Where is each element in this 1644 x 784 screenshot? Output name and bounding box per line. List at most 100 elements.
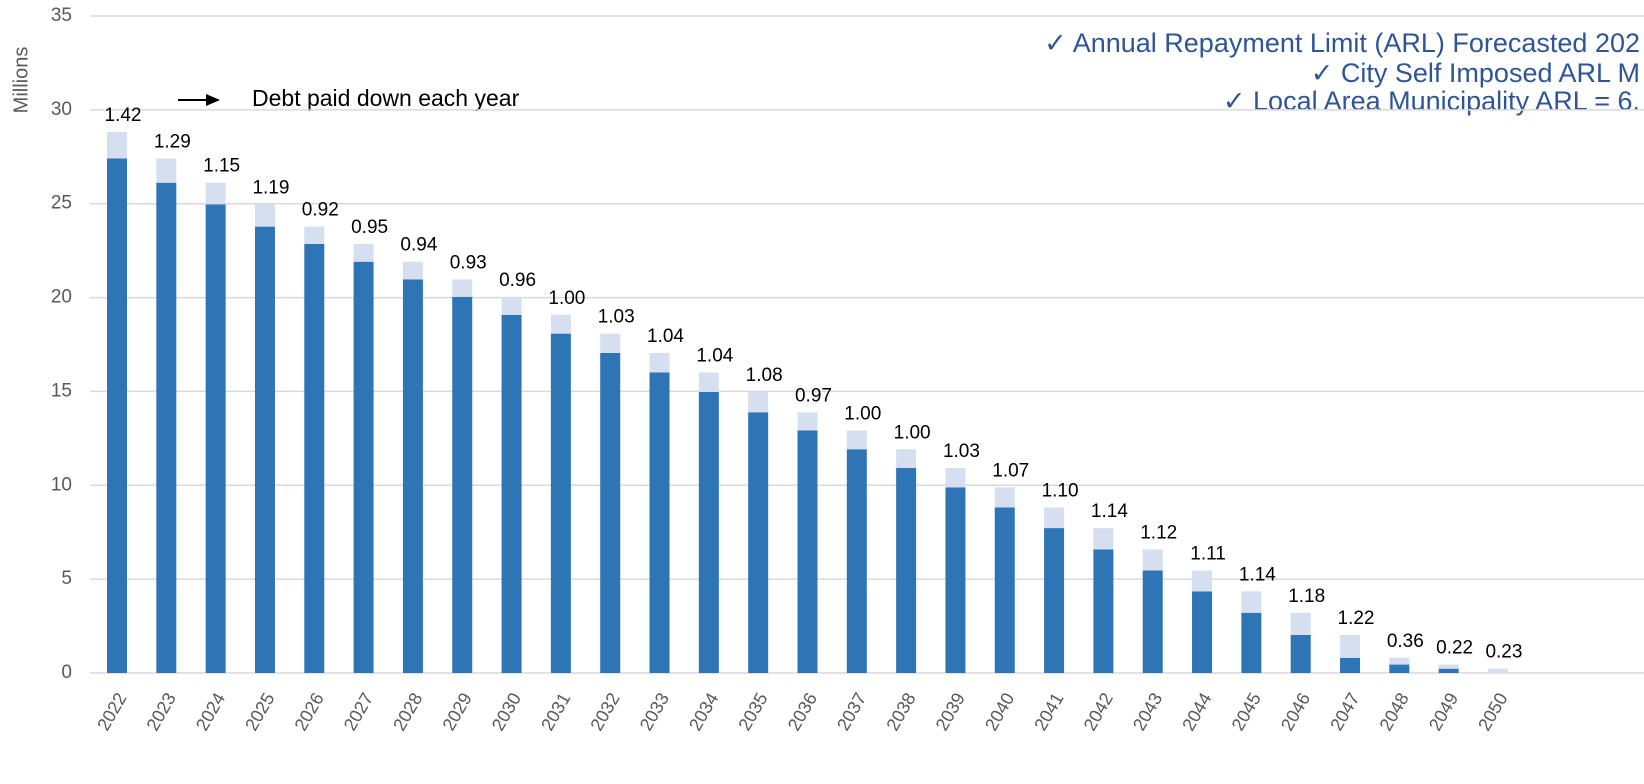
- bar-segment: [452, 296, 473, 673]
- bar-segment: [254, 204, 275, 227]
- annotation: Debt paid down each year: [252, 85, 520, 111]
- data-label: 1.00: [844, 403, 881, 424]
- x-tick-label: 2033: [636, 689, 673, 734]
- bar-segment: [550, 314, 571, 334]
- data-label: 0.92: [302, 200, 339, 221]
- bar-segment: [1241, 612, 1262, 673]
- y-tick-label: 0: [61, 662, 72, 683]
- note: ✓ Annual Repayment Limit (ARL) Forecaste…: [1044, 28, 1640, 58]
- bar-segment: [896, 449, 917, 469]
- x-tick-label: 2026: [291, 689, 328, 734]
- bar-segment: [1192, 591, 1213, 673]
- y-tick-label: 30: [51, 99, 72, 120]
- bar-segment: [304, 243, 325, 674]
- y-tick-label: 25: [51, 193, 72, 214]
- bar-segment: [1241, 591, 1262, 613]
- data-label: 1.22: [1338, 608, 1375, 629]
- annotation-arrowhead: [206, 94, 220, 106]
- bar-segment: [896, 468, 917, 673]
- note: ✓ City Self Imposed ARL M: [1311, 58, 1640, 88]
- bar-segment: [649, 352, 670, 373]
- bar-segment: [1389, 657, 1410, 665]
- bar-segment: [846, 449, 867, 673]
- x-tick-label: 2030: [488, 689, 525, 734]
- x-tick-label: 2028: [389, 689, 426, 734]
- bar-segment: [452, 279, 473, 297]
- x-tick-label: 2038: [882, 689, 919, 734]
- data-label: 0.23: [1485, 642, 1522, 663]
- bar-segment: [1044, 528, 1065, 673]
- x-tick-label: 2048: [1376, 689, 1413, 734]
- bar-segment: [698, 372, 719, 392]
- bar-segment: [649, 372, 670, 673]
- x-tick-label: 2027: [340, 689, 377, 734]
- bar-segment: [748, 391, 769, 413]
- data-label: 1.29: [154, 131, 191, 152]
- y-axis-label: Millions: [10, 47, 32, 114]
- x-tick-label: 2043: [1129, 689, 1166, 734]
- data-label: 1.07: [992, 460, 1029, 481]
- bar-segment: [107, 131, 127, 159]
- bar-segment: [748, 412, 769, 673]
- data-label: 0.94: [400, 235, 437, 256]
- x-tick-label: 2032: [586, 689, 623, 734]
- bar-segment: [501, 296, 522, 315]
- bar-segment: [156, 182, 177, 673]
- x-tick-label: 2035: [734, 689, 771, 734]
- bar-segment: [205, 182, 226, 205]
- y-tick-label: 15: [51, 380, 72, 401]
- data-label: 1.04: [696, 345, 733, 366]
- bar-segment: [994, 507, 1015, 673]
- x-tick-label: 2025: [241, 689, 278, 734]
- bar-segment: [1192, 570, 1213, 592]
- data-label: 1.10: [1042, 480, 1079, 501]
- data-label: 1.18: [1288, 586, 1325, 607]
- data-label: 0.36: [1387, 631, 1424, 652]
- x-tick-label: 2031: [537, 689, 574, 734]
- bar-segment: [205, 204, 226, 673]
- data-label: 0.97: [795, 385, 832, 406]
- x-tick-label: 2029: [438, 689, 475, 734]
- bar-segment: [304, 226, 325, 244]
- bar-segment: [501, 314, 522, 673]
- bar-segment: [353, 243, 374, 262]
- x-tick-label: 2049: [1425, 689, 1462, 734]
- data-label: 0.22: [1436, 638, 1473, 659]
- bar-segment: [1044, 507, 1065, 529]
- y-tick-label: 5: [61, 568, 72, 589]
- bar-segment: [1093, 549, 1114, 673]
- bar-segment: [1340, 634, 1360, 658]
- data-label: 1.15: [203, 156, 240, 177]
- data-label: 1.08: [746, 365, 783, 386]
- bar-segment: [156, 158, 177, 183]
- data-label: 1.19: [252, 177, 289, 198]
- note: ✓ Local Area Municipality ARL = 6.: [1223, 86, 1640, 116]
- data-label: 1.42: [105, 105, 142, 126]
- x-tick-label: 2047: [1326, 689, 1363, 734]
- bar-segment: [797, 412, 818, 431]
- data-label: 1.03: [598, 307, 635, 328]
- bar-segment: [1142, 570, 1163, 673]
- data-label: 1.14: [1239, 564, 1276, 585]
- bar-segment: [945, 487, 966, 673]
- x-tick-label: 2040: [981, 689, 1018, 734]
- data-label: 1.03: [943, 441, 980, 462]
- x-tick-label: 2024: [192, 689, 229, 734]
- data-label: 1.14: [1091, 501, 1128, 522]
- x-tick-label: 2036: [784, 689, 821, 734]
- bar-segment: [1290, 634, 1311, 673]
- bar-segment: [1438, 664, 1459, 669]
- data-label: 1.11: [1190, 544, 1226, 565]
- x-tick-label: 2022: [93, 689, 130, 734]
- x-tick-label: 2041: [1030, 689, 1067, 734]
- bar-segment: [846, 430, 867, 450]
- bar-segment: [698, 391, 719, 673]
- data-label: 1.00: [894, 422, 931, 443]
- bar-segment: [1290, 612, 1311, 635]
- x-tick-label: 2042: [1080, 689, 1117, 734]
- data-label: 0.96: [499, 270, 536, 291]
- bar-segment: [600, 352, 621, 673]
- x-tick-label: 2034: [685, 689, 722, 734]
- data-label: 1.00: [548, 288, 585, 309]
- bar-segment: [945, 468, 966, 488]
